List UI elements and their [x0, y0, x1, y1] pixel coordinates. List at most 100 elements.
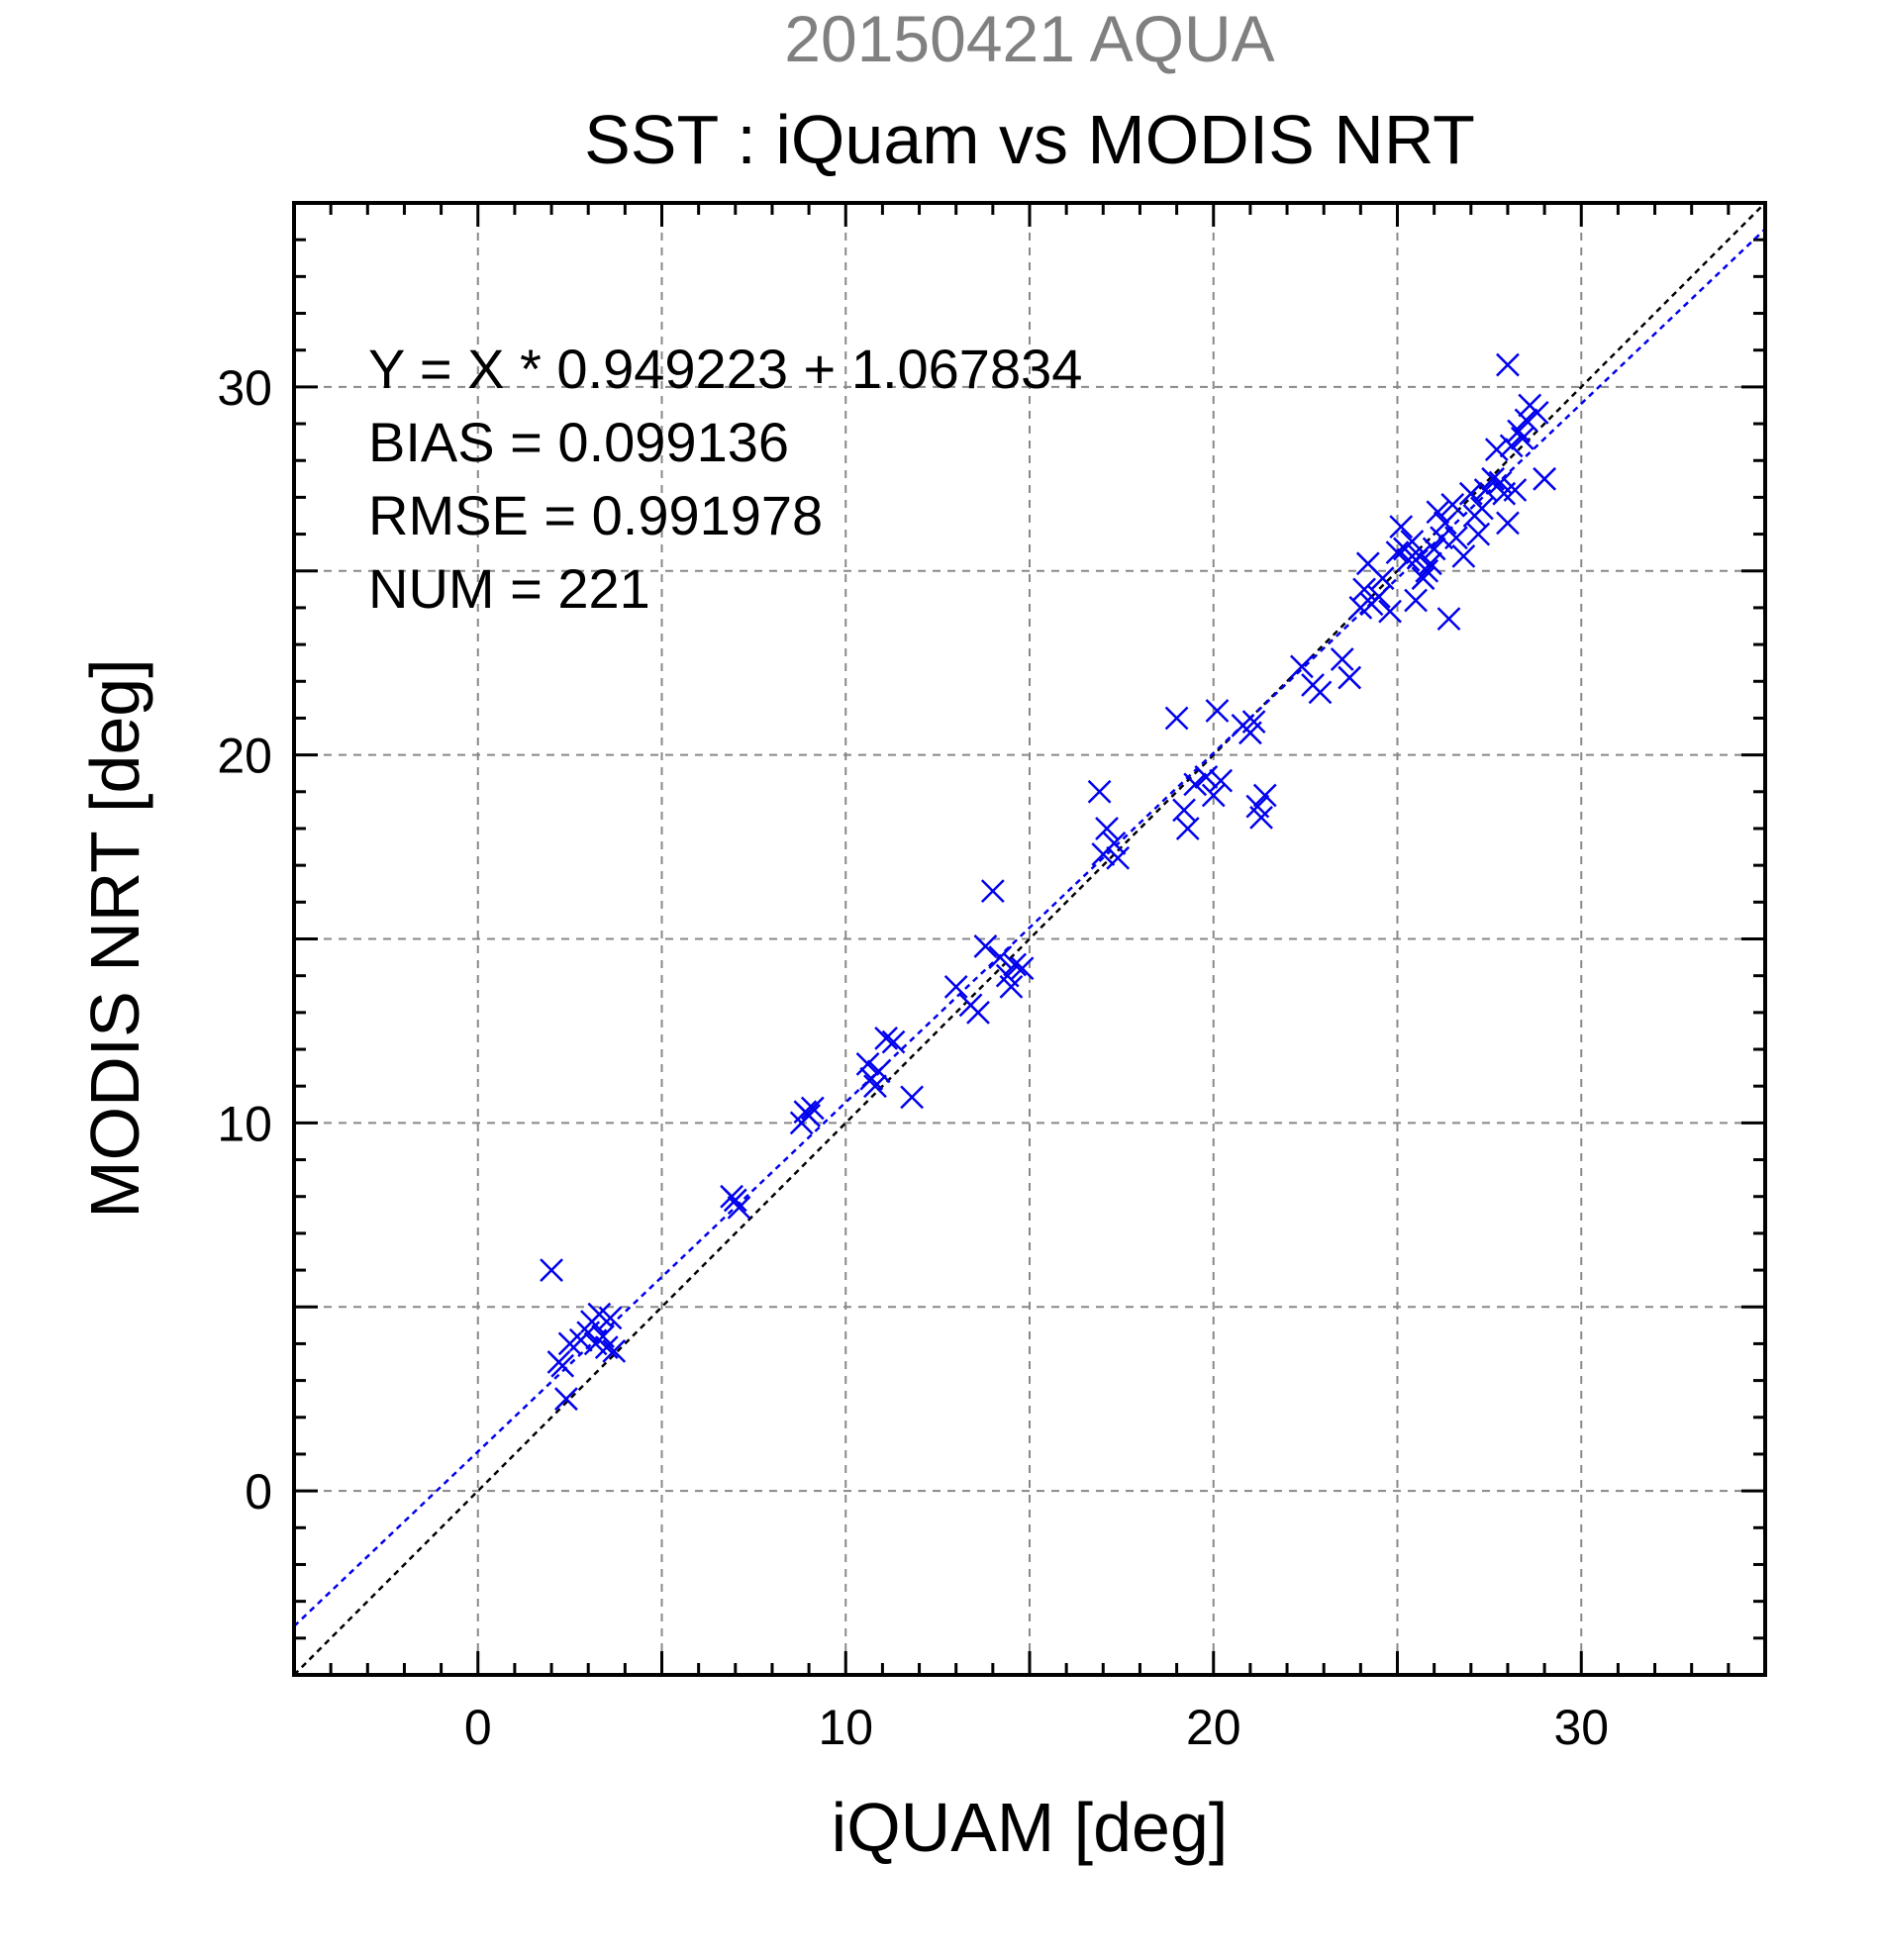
data-point [966, 1000, 990, 1025]
data-point [881, 1029, 906, 1054]
data-point [1249, 805, 1273, 830]
data-point [1378, 599, 1402, 624]
x-tick-labels: 0 10 20 30 [464, 1700, 1609, 1755]
stats-line-num: NUM = 221 [368, 557, 650, 620]
data-point [1201, 783, 1226, 808]
data-point [1496, 352, 1520, 377]
data-point [943, 974, 968, 999]
data-point [866, 1059, 891, 1084]
data-point [1440, 492, 1465, 517]
data-point [1507, 419, 1531, 443]
x-tick-label: 0 [464, 1700, 492, 1755]
chart-title: SST : iQuam vs MODIS NRT [584, 101, 1475, 178]
data-point [1102, 831, 1127, 855]
stats-box: Y = X * 0.949223 + 1.067834 BIAS = 0.099… [368, 338, 1082, 620]
data-point [1367, 584, 1391, 609]
y-tick-label: 20 [217, 729, 272, 784]
data-point [1473, 478, 1498, 502]
data-points [540, 352, 1556, 1412]
data-point [874, 1026, 898, 1050]
data-point [1481, 466, 1505, 491]
identity-line [293, 202, 1766, 1676]
data-point [1496, 511, 1520, 536]
x-tick-label: 10 [818, 1700, 873, 1755]
data-point [1205, 699, 1230, 723]
data-point [1106, 845, 1131, 870]
data-point [1444, 526, 1468, 550]
data-point [1451, 543, 1476, 568]
data-point [1470, 496, 1494, 521]
data-point [800, 1096, 825, 1121]
data-point [988, 945, 1013, 969]
chart-supertitle: 20150421 AQUA [784, 2, 1274, 75]
data-point [1209, 768, 1234, 793]
data-point [1095, 817, 1119, 840]
grid-lines [294, 203, 1765, 1675]
data-point [1415, 558, 1439, 583]
data-point [1419, 551, 1442, 576]
data-point [1330, 647, 1354, 671]
data-point [1525, 401, 1549, 425]
data-point [1352, 577, 1376, 602]
data-point [973, 934, 998, 958]
x-tick-label: 20 [1186, 1700, 1241, 1755]
data-point [1183, 772, 1208, 797]
data-point [723, 1188, 747, 1213]
data-point [1370, 566, 1395, 591]
data-point [1510, 427, 1534, 450]
y-tick-labels: 0 10 20 30 [217, 360, 272, 1519]
data-point [1514, 408, 1538, 433]
data-point [797, 1104, 821, 1127]
data-point [1003, 952, 1028, 977]
data-point [1400, 530, 1425, 553]
data-point [1241, 710, 1266, 735]
data-point [1436, 607, 1461, 631]
data-point [1385, 540, 1410, 565]
data-point [1404, 588, 1428, 613]
data-point [602, 1338, 627, 1363]
data-point [1087, 779, 1112, 804]
data-point [863, 1074, 887, 1099]
stats-line-rmse: RMSE = 0.991978 [368, 484, 823, 546]
data-point [900, 1085, 925, 1110]
data-point [1308, 680, 1333, 705]
data-point [980, 879, 1005, 904]
stats-line-fit: Y = X * 0.949223 + 1.067834 [368, 338, 1082, 400]
stats-line-bias: BIAS = 0.099136 [368, 411, 789, 473]
reference-lines [293, 202, 1766, 1676]
data-point [1433, 511, 1457, 536]
data-point [855, 1052, 880, 1076]
y-tick-label: 30 [217, 360, 272, 416]
data-point [1426, 500, 1450, 525]
data-point [1466, 522, 1491, 546]
fit-line [293, 228, 1766, 1627]
data-point [598, 1306, 623, 1330]
y-tick-label: 10 [217, 1096, 272, 1151]
data-point [1407, 543, 1432, 568]
data-point [540, 1258, 563, 1282]
data-point [550, 1353, 575, 1378]
data-point [1175, 817, 1200, 840]
data-point [1422, 537, 1446, 561]
data-point [1533, 466, 1556, 491]
data-point [1499, 434, 1524, 458]
y-axis-label: MODIS NRT [deg] [76, 658, 153, 1218]
data-point [1290, 654, 1314, 679]
data-point [1194, 765, 1219, 789]
data-point [594, 1335, 619, 1360]
plot-frame [292, 201, 1767, 1677]
data-point [999, 974, 1024, 999]
data-point [554, 1387, 578, 1412]
data-point [1337, 665, 1362, 690]
data-point [1172, 798, 1196, 823]
data-point [1010, 956, 1035, 981]
data-point [1164, 706, 1189, 731]
y-tick-label: 0 [245, 1464, 272, 1519]
data-point [727, 1195, 751, 1220]
x-axis-label: iQUAM [deg] [832, 1789, 1229, 1866]
data-point [1484, 438, 1509, 461]
data-point [1411, 566, 1436, 591]
data-point [1252, 783, 1277, 808]
x-tick-label: 30 [1553, 1700, 1609, 1755]
